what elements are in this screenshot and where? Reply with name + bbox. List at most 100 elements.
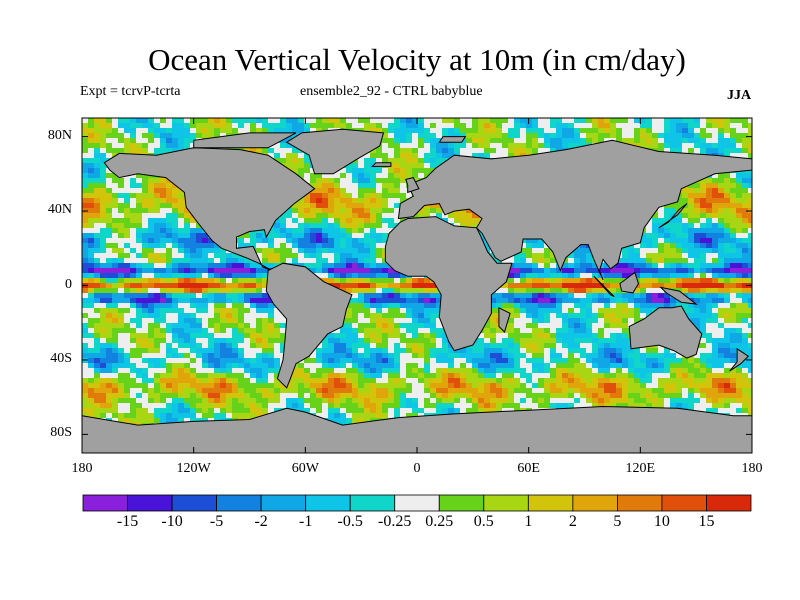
field-cell xyxy=(508,123,515,129)
field-cell xyxy=(172,208,179,214)
field-cell xyxy=(580,118,587,124)
field-cell xyxy=(160,148,167,154)
field-cell xyxy=(226,328,233,334)
field-cell xyxy=(694,118,701,124)
field-cell xyxy=(310,193,317,199)
field-cell xyxy=(88,138,95,144)
field-cell xyxy=(676,143,683,149)
field-cell xyxy=(742,188,749,194)
field-cell xyxy=(670,303,677,309)
field-cell xyxy=(622,258,629,264)
field-cell xyxy=(676,118,683,124)
field-cell xyxy=(382,213,389,219)
field-cell xyxy=(424,293,431,299)
field-cell xyxy=(232,303,239,309)
field-cell xyxy=(160,248,167,254)
field-cell xyxy=(346,193,353,199)
field-cell xyxy=(250,148,257,154)
field-cell xyxy=(646,133,653,139)
field-cell xyxy=(298,118,305,124)
field-cell xyxy=(226,313,233,319)
field-cell xyxy=(106,318,113,324)
field-cell xyxy=(256,313,263,319)
field-cell xyxy=(370,238,377,244)
field-cell xyxy=(160,118,167,124)
field-cell xyxy=(652,243,659,249)
field-cell xyxy=(166,333,173,339)
field-cell xyxy=(730,223,737,229)
field-cell xyxy=(148,128,155,134)
field-cell xyxy=(694,238,701,244)
field-cell xyxy=(460,133,467,139)
field-cell xyxy=(220,258,227,264)
field-cell xyxy=(346,268,353,274)
field-cell xyxy=(388,178,395,184)
field-cell xyxy=(298,203,305,209)
field-cell xyxy=(526,128,533,134)
field-cell xyxy=(748,233,752,239)
field-cell xyxy=(280,253,287,259)
field-cell xyxy=(328,333,335,339)
field-cell xyxy=(106,143,113,149)
field-cell xyxy=(298,158,305,164)
field-cell xyxy=(376,258,383,264)
field-cell xyxy=(748,258,752,264)
field-cell xyxy=(250,123,257,129)
field-cell xyxy=(748,128,752,134)
field-cell xyxy=(226,318,233,324)
field-cell xyxy=(82,333,89,339)
field-cell xyxy=(544,148,551,154)
field-cell xyxy=(592,263,599,269)
field-cell xyxy=(118,298,125,304)
field-cell xyxy=(214,243,221,249)
field-cell xyxy=(130,223,137,229)
field-cell xyxy=(178,273,185,279)
field-cell xyxy=(688,213,695,219)
field-cell xyxy=(184,128,191,134)
field-cell xyxy=(514,278,521,284)
field-cell xyxy=(562,268,569,274)
field-cell xyxy=(580,308,587,314)
field-cell xyxy=(394,178,401,184)
field-cell xyxy=(532,278,539,284)
field-cell xyxy=(532,333,539,339)
field-cell xyxy=(190,288,197,294)
field-cell xyxy=(358,123,365,129)
field-cell xyxy=(130,233,137,239)
field-cell xyxy=(220,328,227,334)
field-cell xyxy=(100,338,107,344)
field-cell xyxy=(172,303,179,309)
field-cell xyxy=(334,243,341,249)
field-cell xyxy=(94,288,101,294)
field-cell xyxy=(562,308,569,314)
field-cell xyxy=(148,218,155,224)
field-cell xyxy=(208,263,215,269)
field-cell xyxy=(742,233,749,239)
field-cell xyxy=(382,158,389,164)
field-cell xyxy=(322,183,329,189)
field-cell xyxy=(316,123,323,129)
field-cell xyxy=(694,308,701,314)
field-cell xyxy=(94,293,101,299)
field-cell xyxy=(640,238,647,244)
field-cell xyxy=(214,263,221,269)
field-cell xyxy=(694,273,701,279)
field-cell xyxy=(334,278,341,284)
field-cell xyxy=(544,123,551,129)
field-cell xyxy=(682,128,689,134)
field-cell xyxy=(706,198,713,204)
field-cell xyxy=(556,293,563,299)
field-cell xyxy=(724,128,731,134)
field-cell xyxy=(742,318,749,324)
field-cell xyxy=(460,213,467,219)
field-cell xyxy=(148,283,155,289)
field-cell xyxy=(196,333,203,339)
field-cell xyxy=(226,118,233,124)
field-cell xyxy=(184,223,191,229)
field-cell xyxy=(358,193,365,199)
field-cell xyxy=(370,323,377,329)
field-cell xyxy=(376,253,383,259)
field-cell xyxy=(712,198,719,204)
field-cell xyxy=(520,308,527,314)
field-cell xyxy=(340,178,347,184)
